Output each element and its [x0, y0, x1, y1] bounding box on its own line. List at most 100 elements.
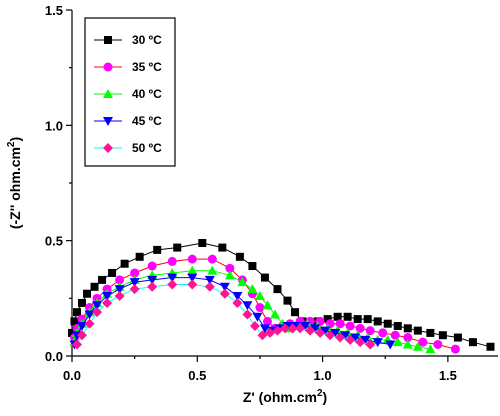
data-point	[323, 315, 332, 324]
data-point	[167, 256, 177, 266]
data-point	[262, 316, 272, 326]
data-point	[90, 282, 99, 291]
series-line	[74, 270, 431, 350]
data-point	[438, 331, 447, 340]
data-point	[167, 273, 178, 283]
data-point	[291, 308, 300, 317]
x-tick-label: 0.5	[188, 368, 206, 383]
data-point	[392, 337, 403, 347]
data-point	[269, 309, 280, 319]
legend-entry: 35 ºC	[94, 60, 162, 74]
data-point	[355, 337, 366, 348]
data-point	[402, 339, 413, 349]
data-point	[242, 309, 253, 320]
data-point	[260, 273, 269, 282]
data-point	[167, 279, 178, 290]
data-point	[330, 328, 341, 338]
legend-label: 45 ºC	[132, 114, 162, 128]
data-point	[147, 261, 157, 271]
data-point	[262, 300, 273, 310]
data-point	[365, 326, 375, 336]
y-tick-label: 1.5	[45, 3, 63, 18]
data-point	[426, 328, 435, 337]
data-point	[135, 252, 144, 261]
data-point	[204, 275, 215, 285]
data-point	[390, 330, 400, 340]
data-point	[232, 297, 243, 308]
data-point	[252, 312, 263, 322]
data-point	[129, 278, 140, 288]
data-point	[114, 291, 125, 302]
legend-label: 35 ºC	[132, 60, 162, 74]
data-point	[84, 318, 95, 329]
y-tick-label: 1.0	[45, 118, 63, 133]
data-point	[273, 285, 282, 294]
data-point	[257, 330, 268, 341]
data-point	[403, 333, 413, 343]
legend-box	[84, 17, 176, 167]
data-point	[310, 324, 321, 334]
data-point	[254, 291, 265, 301]
legend-label: 50 ºC	[132, 141, 162, 155]
data-point	[187, 279, 198, 290]
data-point	[433, 339, 443, 349]
data-point	[70, 317, 79, 326]
data-point	[207, 265, 218, 275]
data-point	[453, 333, 462, 342]
data-point	[102, 292, 113, 302]
data-point	[360, 335, 371, 345]
data-point	[225, 263, 235, 273]
data-point	[92, 301, 103, 311]
legend-marker	[103, 143, 113, 153]
data-point	[373, 317, 382, 326]
data-point	[305, 325, 316, 336]
data-point	[300, 322, 311, 332]
legend-entry: 40 ºC	[94, 87, 162, 101]
y-tick-label: 0.5	[45, 234, 63, 249]
data-point	[219, 282, 230, 292]
data-point	[102, 297, 113, 308]
x-axis-ticks: 0.0 0.5 1.0 1.5	[63, 356, 457, 383]
data-point	[403, 324, 412, 333]
data-point	[350, 333, 361, 343]
data-point	[325, 330, 336, 341]
data-point	[315, 327, 326, 338]
data-point	[147, 275, 158, 285]
data-point	[345, 334, 356, 345]
data-point	[237, 277, 248, 287]
data-point	[130, 268, 140, 278]
series-2	[70, 254, 460, 354]
y-axis-ticks: 0.0 0.5 1.0 1.5	[45, 3, 72, 364]
data-point	[83, 289, 92, 298]
data-point	[385, 340, 396, 350]
data-point	[108, 268, 117, 277]
data-point	[247, 284, 258, 294]
data-point	[372, 338, 383, 348]
data-point	[295, 323, 306, 334]
data-point	[320, 326, 331, 336]
series-line	[76, 284, 371, 345]
data-point	[187, 254, 197, 264]
data-point	[219, 288, 230, 299]
data-point	[425, 344, 436, 354]
data-point	[84, 310, 95, 320]
data-point	[363, 315, 372, 324]
data-point	[280, 323, 290, 334]
data-point	[153, 245, 162, 254]
legend-entry: 45 ºC	[94, 114, 162, 128]
data-point	[413, 326, 422, 335]
legend-marker	[103, 89, 113, 98]
data-point	[248, 262, 257, 271]
data-point	[232, 292, 243, 302]
legend-label: 30 ºC	[132, 33, 162, 47]
data-point	[114, 285, 125, 295]
legend-marker	[104, 36, 112, 44]
legend-marker	[103, 117, 113, 126]
data-point	[129, 284, 140, 295]
data-point	[68, 328, 76, 337]
data-point	[198, 238, 207, 247]
data-point	[77, 330, 88, 341]
legend-entry: 50 ºC	[94, 141, 162, 155]
data-point	[418, 337, 428, 347]
